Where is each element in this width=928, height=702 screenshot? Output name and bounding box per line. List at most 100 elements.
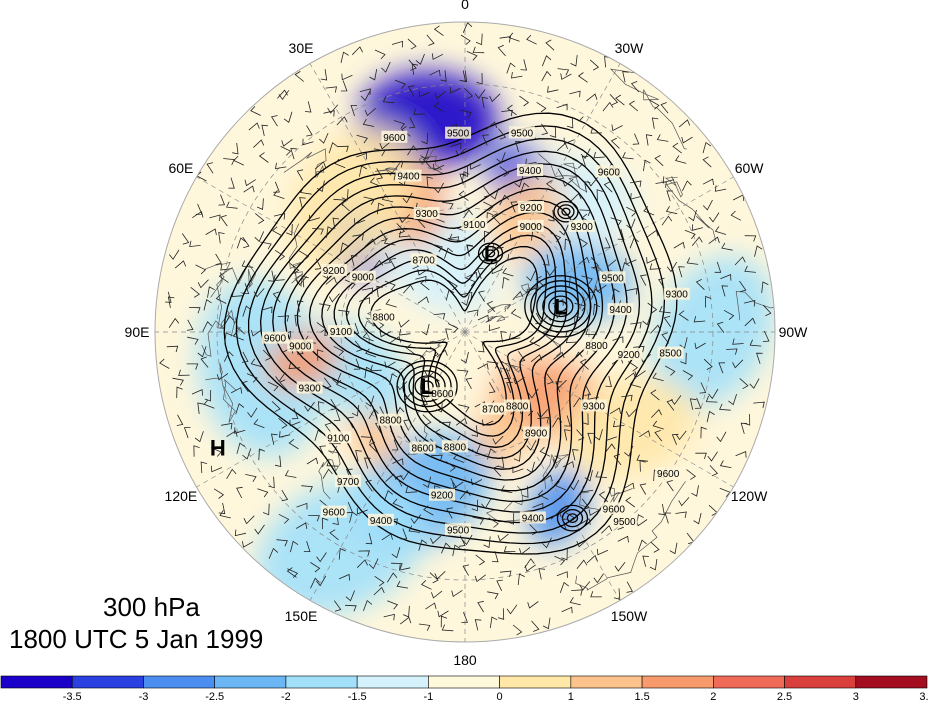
wind-barb <box>475 33 483 46</box>
wind-barb <box>358 550 370 557</box>
wind-barb <box>492 465 502 477</box>
wind-barb <box>355 450 362 462</box>
longitude-label: 60E <box>168 160 193 176</box>
wind-barb <box>218 232 225 244</box>
wind-barb <box>652 372 664 382</box>
longitude-label: 90E <box>125 324 150 340</box>
wind-barb <box>673 241 685 249</box>
wind-barb <box>330 398 338 411</box>
wind-barb <box>396 580 409 589</box>
wind-barb <box>250 106 261 116</box>
wind-barb <box>340 80 348 92</box>
wind-barb <box>569 479 580 491</box>
wind-barb <box>621 262 630 274</box>
legend-tick-label: 2.5 <box>777 691 792 702</box>
contour-line <box>284 175 616 503</box>
wind-barb <box>399 564 411 571</box>
wind-barb <box>554 555 566 566</box>
wind-barb <box>489 93 501 103</box>
contour-label: 9100 <box>325 431 352 444</box>
wind-barb <box>466 244 473 256</box>
wind-barb <box>541 70 552 82</box>
contour-label-text: 8600 <box>411 444 434 455</box>
contour-label-text: 9400 <box>609 305 632 316</box>
wind-barb <box>338 548 346 560</box>
wind-barb <box>459 70 467 82</box>
wind-barb <box>351 46 363 56</box>
contour-label: 9200 <box>428 488 455 502</box>
wind-barb <box>258 448 266 461</box>
coastline <box>664 176 717 242</box>
contour-label-text: 8800 <box>372 313 395 324</box>
wind-barb <box>474 574 486 583</box>
wind-barb <box>488 517 499 528</box>
wind-barb <box>433 182 444 194</box>
wind-barb <box>359 88 371 95</box>
wind-barb <box>550 232 562 243</box>
wind-barb <box>429 69 441 77</box>
wind-barb <box>497 608 505 620</box>
wind-barb <box>245 474 257 483</box>
closed-contour <box>420 380 434 392</box>
wind-barb <box>418 90 430 98</box>
contour-label-text: 8800 <box>506 401 529 412</box>
wind-barb <box>651 409 662 418</box>
contour-label-bg <box>504 399 531 412</box>
legend-tick-label: -3 <box>139 691 149 702</box>
wind-barb <box>340 242 348 254</box>
wind-barb <box>368 441 378 453</box>
wind-barb <box>391 161 404 168</box>
wind-barb <box>474 89 486 100</box>
wind-barb <box>381 61 391 73</box>
wind-barb <box>356 152 367 160</box>
wind-barb <box>206 162 214 174</box>
contour-label-text: 9000 <box>289 341 312 352</box>
wind-barb <box>462 209 473 220</box>
wind-barb <box>338 309 350 318</box>
wind-barb <box>383 237 396 246</box>
wind-barb <box>183 427 191 439</box>
anomaly-blob <box>288 126 419 272</box>
wind-barb <box>732 359 744 369</box>
wind-barb <box>310 562 321 573</box>
wind-barb <box>643 206 655 216</box>
coastline <box>579 265 613 310</box>
wind-barb <box>455 147 467 157</box>
wind-barb <box>221 422 233 430</box>
wind-barb <box>431 243 443 253</box>
wind-barb <box>611 124 623 132</box>
wind-barb <box>579 581 591 591</box>
contour-label-bg <box>583 338 610 351</box>
wind-barb <box>241 380 249 393</box>
contour-label: 9500 <box>508 126 535 139</box>
wind-barb <box>223 351 234 362</box>
wind-barb <box>188 307 201 314</box>
wind-barb <box>385 298 397 308</box>
wind-barb <box>525 287 537 295</box>
wind-barb <box>411 63 419 75</box>
wind-barb <box>581 155 589 167</box>
wind-barb <box>273 212 286 220</box>
wind-barb <box>585 328 597 336</box>
contour-label: 8600 <box>429 387 456 400</box>
wind-barb <box>389 257 397 270</box>
wind-barb <box>187 336 199 345</box>
wind-barb <box>602 101 614 112</box>
wind-barb <box>242 305 252 317</box>
wind-barb <box>569 597 581 606</box>
wind-barb <box>279 379 288 391</box>
wind-barb <box>639 483 647 495</box>
wind-barb <box>384 280 396 290</box>
wind-barb <box>233 155 244 166</box>
wind-barb <box>744 299 756 307</box>
wind-barb <box>546 180 556 191</box>
wind-barb <box>191 389 203 396</box>
coastline <box>542 453 569 490</box>
wind-barb <box>248 122 260 131</box>
wind-barb <box>267 381 279 392</box>
wind-barb <box>498 128 507 140</box>
wind-barb <box>744 317 756 327</box>
wind-barb <box>234 529 247 537</box>
wind-barb <box>441 542 451 554</box>
wind-barb <box>579 358 589 370</box>
